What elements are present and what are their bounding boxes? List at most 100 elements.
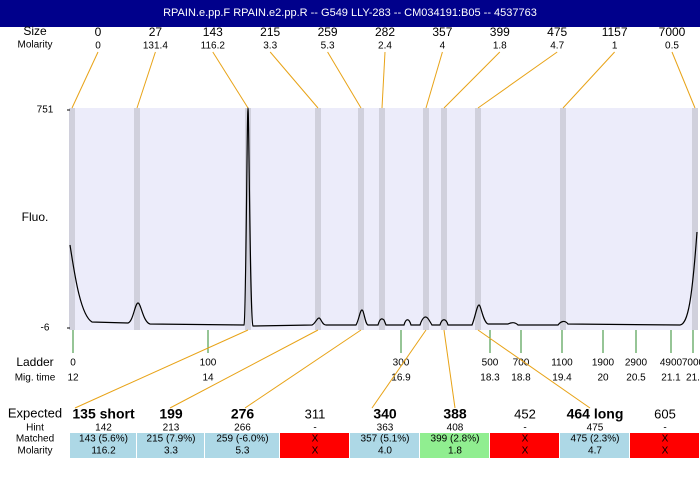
matched: 357 (5.1%) [361, 434, 410, 445]
mig-time: 18.3 [480, 373, 500, 384]
match-connector [74, 329, 249, 409]
mig-time: 19.4 [552, 373, 572, 384]
peak-band [441, 108, 447, 330]
hint: - [313, 423, 316, 434]
expected: 340 [373, 406, 397, 422]
peak-connector [381, 51, 386, 109]
peak-size: 259 [318, 25, 338, 39]
expected: 388 [443, 406, 467, 422]
expected: 276 [231, 406, 255, 422]
matched: X [522, 434, 529, 445]
ladder-size: 100 [200, 358, 217, 369]
match-connector [443, 329, 456, 409]
peak-connector [327, 51, 362, 109]
peak-band [358, 108, 364, 330]
row-label: Matched [16, 434, 54, 445]
hint: 266 [234, 423, 251, 434]
molarity: 116.2 [91, 446, 116, 457]
matched: 475 (2.3%) [571, 434, 620, 445]
y-tick-label: 751 [37, 105, 54, 116]
mig-time: 21.1 [661, 373, 681, 384]
hint: 408 [447, 423, 464, 434]
peak-band [423, 108, 429, 330]
molarity-label: Molarity [17, 40, 52, 51]
result-cell [560, 433, 629, 458]
peak-band [475, 108, 481, 330]
peak-molarity: 2.4 [378, 41, 392, 52]
peak-size: 357 [432, 25, 452, 39]
peak-molarity: 4.7 [550, 41, 564, 52]
ladder-size: 500 [482, 358, 499, 369]
peak-connector [212, 51, 249, 109]
expected: 452 [514, 406, 536, 421]
peak-size: 399 [490, 25, 510, 39]
mig-time: 14 [202, 373, 214, 384]
hint: 142 [95, 423, 112, 434]
mig-time: 12 [67, 373, 79, 384]
molarity: X [662, 446, 669, 457]
result-cell [490, 433, 559, 458]
result-cell [205, 433, 279, 458]
ladder-size: 2900 [625, 358, 648, 369]
matched: 143 (5.6%) [79, 434, 128, 445]
peak-band [69, 108, 75, 330]
expected: 199 [159, 406, 183, 422]
result-cell [280, 433, 349, 458]
mig-time: 18.8 [511, 373, 531, 384]
expected: 311 [305, 406, 326, 421]
matched: 215 (7.9%) [147, 434, 196, 445]
y-tick-label: -6 [41, 323, 50, 334]
peak-connector [443, 51, 501, 109]
mig-time: 20 [597, 373, 609, 384]
mig-time: 20.5 [626, 373, 646, 384]
peak-band [315, 108, 321, 330]
hint: 213 [163, 423, 180, 434]
row-label: Molarity [17, 446, 52, 457]
hint: - [663, 423, 666, 434]
expected: 605 [654, 406, 676, 421]
result-cell [420, 433, 489, 458]
peak-molarity: 0.5 [665, 41, 679, 52]
mig-time: 21. [686, 373, 700, 384]
row-label: Hint [26, 423, 44, 434]
peak-size: 27 [149, 25, 163, 39]
peak-molarity: 5.3 [321, 41, 335, 52]
peak-connector [136, 51, 156, 109]
peak-connector [671, 51, 696, 109]
match-connector [371, 329, 427, 409]
matched: X [662, 434, 669, 445]
peak-size: 475 [547, 25, 567, 39]
hint: - [523, 423, 526, 434]
mig-label: Mig. time [15, 373, 56, 384]
title: RPAIN.e.pp.F RPAIN.e2.pp.R -- G549 LLY-2… [163, 7, 537, 19]
peak-connector [477, 51, 558, 109]
result-cell [137, 433, 204, 458]
ladder-size: 300 [393, 358, 410, 369]
hint: 475 [587, 423, 604, 434]
size-label: Size [23, 24, 47, 38]
peak-connector [71, 51, 99, 109]
ladder-size: 4900 [660, 358, 683, 369]
molarity: 4.0 [378, 446, 392, 457]
result-cell [630, 433, 699, 458]
y-label: Fluo. [22, 210, 49, 224]
title-bar [0, 0, 700, 27]
ladder-size: 700 [513, 358, 530, 369]
match-connector [477, 329, 591, 409]
molarity: X [522, 446, 529, 457]
peak-molarity: 116.2 [201, 41, 226, 52]
molarity: 5.3 [236, 446, 250, 457]
trace [69, 107, 698, 327]
molarity: 4.7 [588, 446, 602, 457]
row-label: Expected [8, 405, 62, 420]
expected: 135 short [72, 406, 135, 422]
peak-band [560, 108, 566, 330]
peak-band [134, 108, 140, 330]
peak-band [379, 108, 385, 330]
peak-size: 282 [375, 25, 395, 39]
match-connector [244, 329, 362, 409]
peak-molarity: 4 [440, 41, 446, 52]
ladder-label: Ladder [16, 355, 53, 369]
peak-molarity: 131.4 [143, 41, 168, 52]
